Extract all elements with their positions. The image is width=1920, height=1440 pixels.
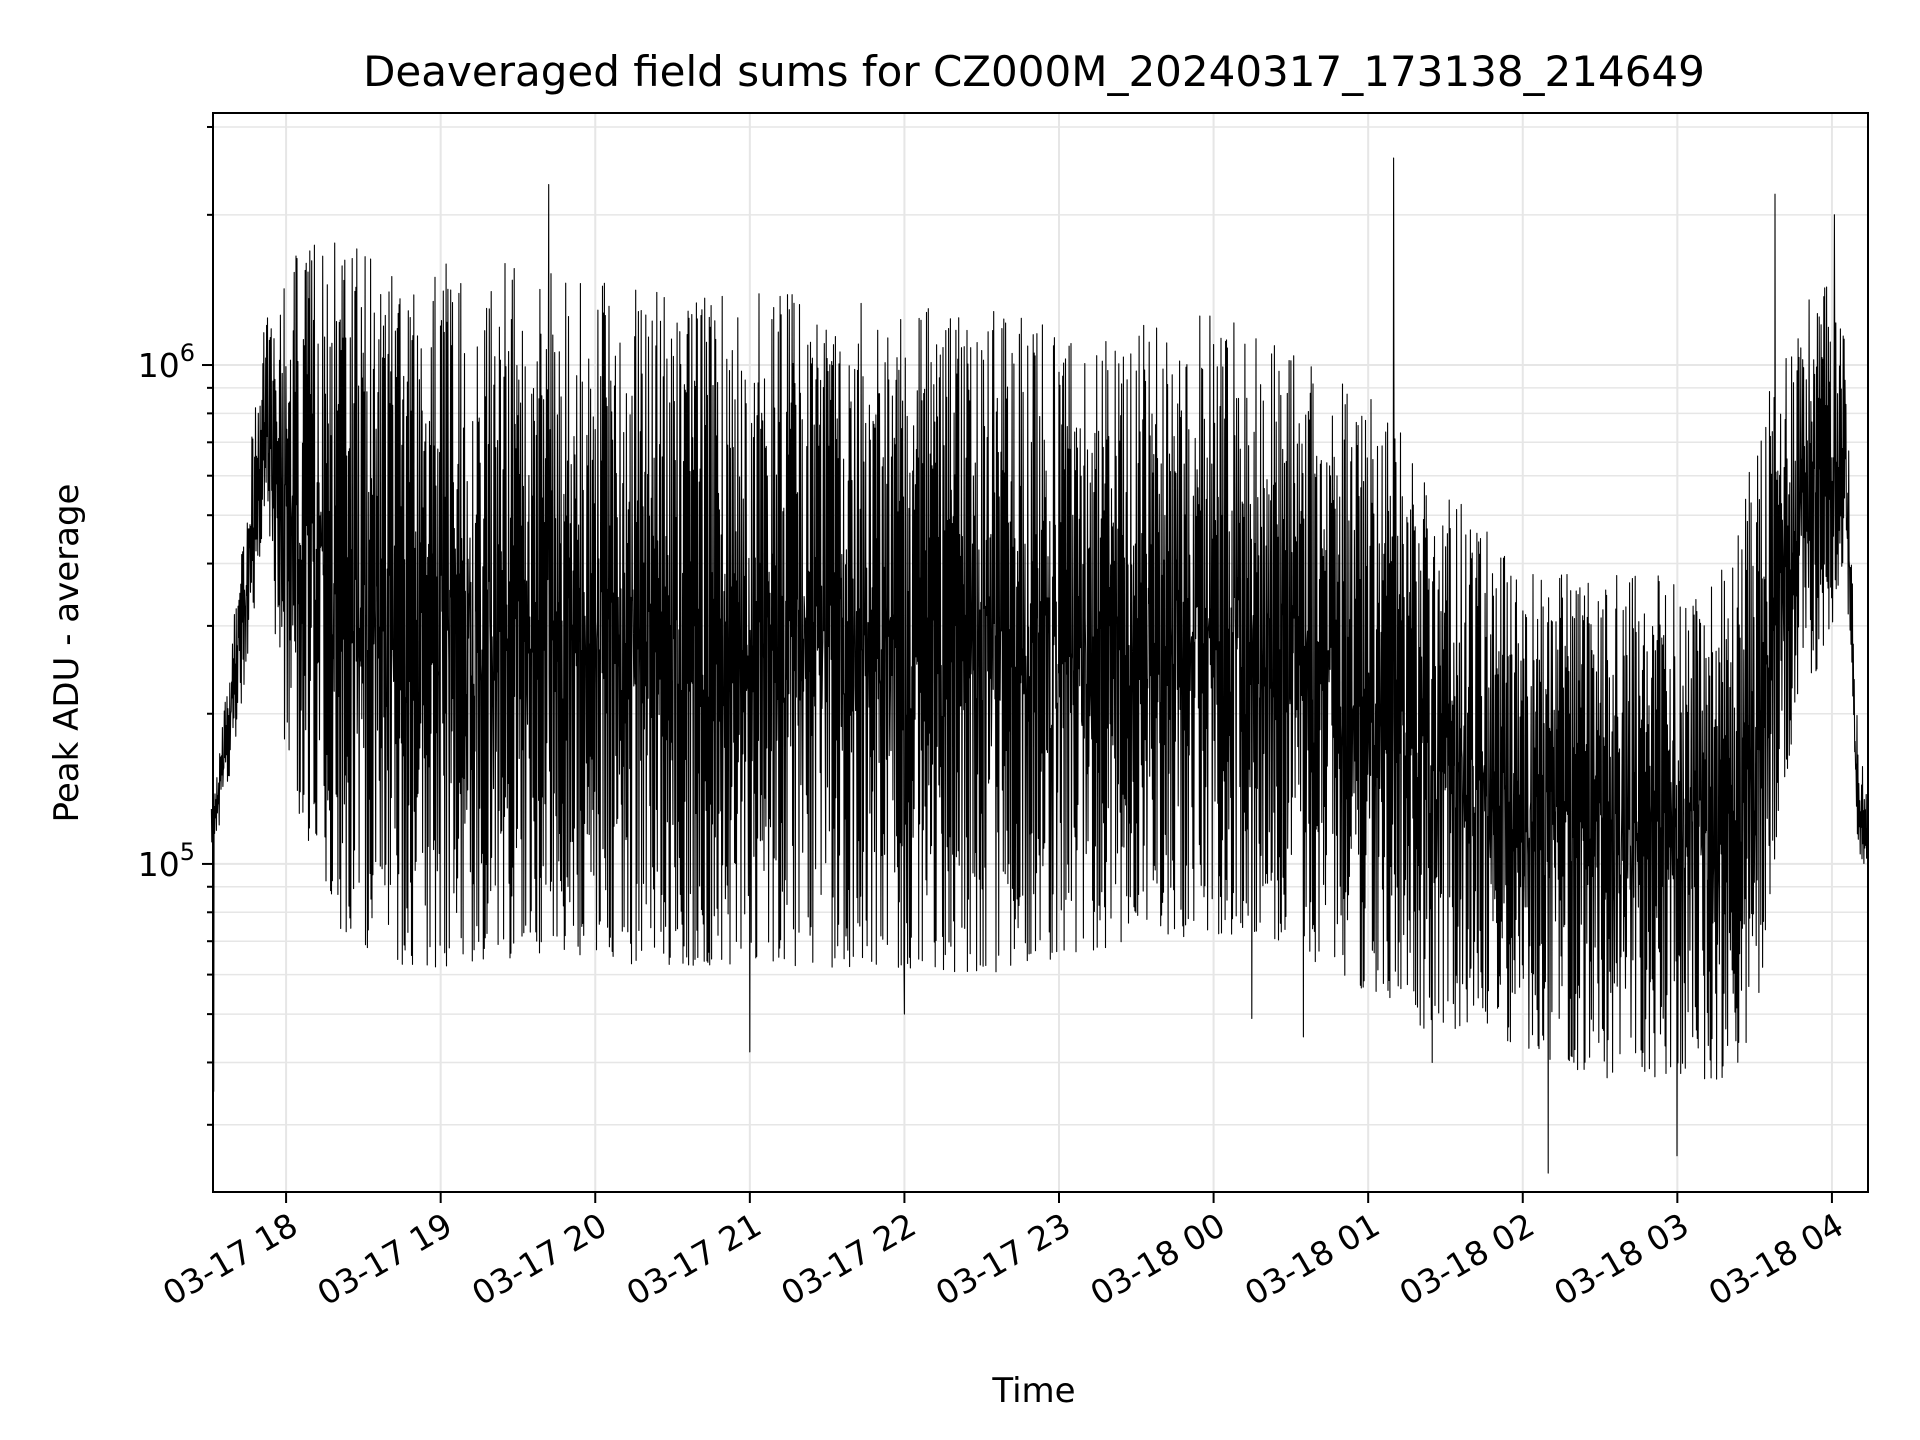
y-tick-base: 10 xyxy=(138,346,180,385)
x-tick-label: 03-17 21 xyxy=(620,1205,768,1313)
x-tick-label: 03-18 01 xyxy=(1238,1205,1386,1313)
y-tick-label: 106 xyxy=(138,339,195,385)
x-tick-label: 03-18 03 xyxy=(1547,1205,1695,1313)
x-tick-label: 03-17 19 xyxy=(311,1205,459,1313)
x-tick-label: 03-17 23 xyxy=(929,1205,1077,1313)
x-axis: 03-17 18 03-17 19 03-17 20 03-17 21 03-17 22… xyxy=(156,1192,1850,1313)
chart-title: Deaveraged field sums for CZ000M_2024031… xyxy=(363,47,1705,96)
series-layer xyxy=(210,157,1869,1174)
x-tick-label: 03-17 22 xyxy=(774,1205,922,1313)
x-tick-label: 03-17 18 xyxy=(156,1205,304,1313)
series-line xyxy=(210,157,1869,1174)
x-tick-label: 03-17 20 xyxy=(465,1205,613,1313)
plot-frame xyxy=(212,112,1869,1193)
x-axis-label: Time xyxy=(991,1371,1075,1411)
y-tick-exponent: 5 xyxy=(180,838,195,866)
x-tick-label: 03-18 00 xyxy=(1084,1205,1232,1313)
y-tick-label: 105 xyxy=(138,838,195,884)
x-tick-label: 03-18 04 xyxy=(1702,1205,1850,1313)
y-tick-exponent: 6 xyxy=(180,339,195,367)
x-tick-label: 03-18 02 xyxy=(1393,1205,1541,1313)
y-axis-label: Peak ADU - average xyxy=(47,484,87,823)
y-tick-base: 10 xyxy=(138,845,180,884)
